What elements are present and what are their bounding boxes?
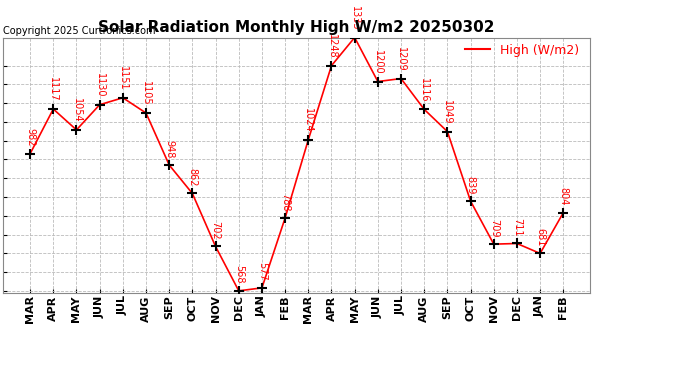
Text: 1105: 1105: [141, 81, 151, 106]
Text: 1116: 1116: [420, 78, 429, 102]
Text: 862: 862: [188, 168, 197, 186]
Text: 711: 711: [512, 218, 522, 237]
Text: 1054: 1054: [72, 98, 81, 123]
Text: 1200: 1200: [373, 50, 383, 75]
Text: 702: 702: [210, 221, 221, 240]
Text: 568: 568: [234, 266, 244, 284]
Text: 788: 788: [280, 192, 290, 211]
Text: 1151: 1151: [118, 66, 128, 91]
Text: 948: 948: [164, 140, 174, 158]
Text: Copyright 2025 Curtronics.com: Copyright 2025 Curtronics.com: [3, 26, 156, 36]
Text: 1130: 1130: [95, 73, 105, 98]
Text: 804: 804: [558, 188, 569, 206]
Legend: High (W/m2): High (W/m2): [460, 39, 584, 62]
Text: 1049: 1049: [442, 100, 453, 124]
Text: 1117: 1117: [48, 78, 58, 102]
Text: 1333: 1333: [350, 6, 359, 30]
Title: Solar Radiation Monthly High W/m2 20250302: Solar Radiation Monthly High W/m2 202503…: [99, 20, 495, 35]
Text: 681: 681: [535, 228, 545, 246]
Text: 1248: 1248: [326, 34, 337, 59]
Text: 577: 577: [257, 262, 267, 281]
Text: 709: 709: [489, 219, 499, 237]
Text: 1024: 1024: [304, 108, 313, 133]
Text: 1209: 1209: [396, 47, 406, 72]
Text: 982: 982: [25, 128, 35, 147]
Text: 839: 839: [466, 176, 475, 194]
